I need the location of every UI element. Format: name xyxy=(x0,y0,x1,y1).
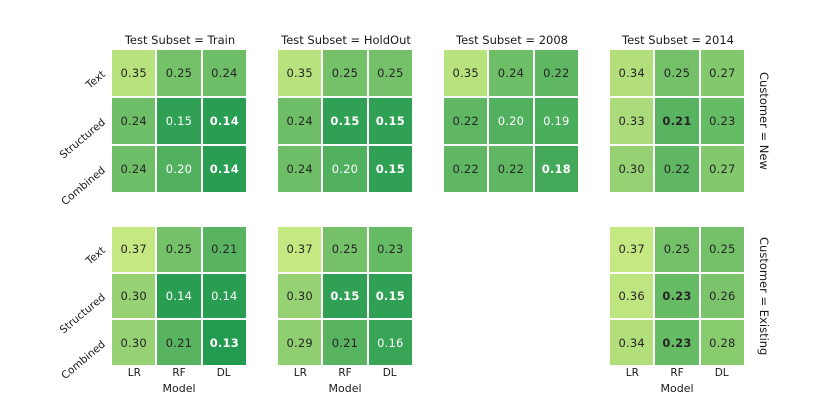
facet-title-2014: Test Subset = 2014 xyxy=(622,33,734,47)
heatmap-cell: 0.25 xyxy=(655,227,699,272)
heatmap-cell: 0.22 xyxy=(534,50,578,96)
xticks-col-train: LR RF DL xyxy=(112,367,246,379)
heatmap-cell: 0.35 xyxy=(444,50,488,96)
heatmap-cell: 0.21 xyxy=(655,98,699,144)
heatmap-cell: 0.30 xyxy=(112,273,156,319)
xaxis-label-train: Model xyxy=(162,382,196,395)
heatmap-cell: 0.16 xyxy=(368,320,412,365)
xtick-dl: DL xyxy=(216,367,231,379)
heatmap-2014-new: 0.34 0.25 0.27 0.33 0.21 0.23 0.30 0.22 0.27 xyxy=(610,50,744,192)
xaxis-label-holdout: Model xyxy=(328,382,362,395)
heatmap-cell: 0.19 xyxy=(534,98,578,144)
xtick-dl: DL xyxy=(382,367,397,379)
heatmap-cell: 0.22 xyxy=(444,146,488,192)
xtick-lr: LR xyxy=(293,367,307,379)
heatmap-cell: 0.15 xyxy=(157,98,201,144)
heatmap-cell: 0.30 xyxy=(610,146,654,192)
xtick-rf: RF xyxy=(338,367,352,379)
heatmap-cell: 0.22 xyxy=(655,146,699,192)
xticks-col-holdout: LR RF DL xyxy=(278,367,412,379)
heatmap-cell: 0.22 xyxy=(444,98,488,144)
heatmap-cell: 0.22 xyxy=(489,146,533,192)
xticks-col-2014: LR RF DL xyxy=(610,367,744,379)
heatmap-cell: 0.24 xyxy=(489,50,533,96)
heatmap-cell: 0.14 xyxy=(157,273,201,319)
heatmap-cell: 0.25 xyxy=(323,50,367,96)
heatmap-cell: 0.23 xyxy=(700,98,744,144)
heatmap-cell: 0.29 xyxy=(278,320,322,365)
heatmap-cell: 0.21 xyxy=(202,227,246,272)
heatmap-cell: 0.25 xyxy=(700,227,744,272)
heatmap-holdout-new: 0.35 0.25 0.25 0.24 0.15 0.15 0.24 0.20 0.15 xyxy=(278,50,412,192)
heatmap-cell: 0.30 xyxy=(278,273,322,319)
xtick-lr: LR xyxy=(625,367,639,379)
heatmap-2014-existing: 0.37 0.25 0.25 0.36 0.23 0.26 0.34 0.23 0.28 xyxy=(610,227,744,365)
row-title-customer-existing: Customer = Existing xyxy=(757,236,771,356)
heatmap-cell: 0.20 xyxy=(489,98,533,144)
heatmap-cell: 0.37 xyxy=(112,227,156,272)
xtick-lr: LR xyxy=(127,367,141,379)
heatmap-cell: 0.15 xyxy=(323,98,367,144)
heatmap-cell: 0.15 xyxy=(368,98,412,144)
heatmap-cell: 0.27 xyxy=(700,50,744,96)
heatmap-cell: 0.35 xyxy=(278,50,322,96)
heatmap-holdout-existing: 0.37 0.25 0.23 0.30 0.15 0.15 0.29 0.21 0.16 xyxy=(278,227,412,365)
heatmap-cell: 0.26 xyxy=(700,273,744,319)
heatmap-cell: 0.37 xyxy=(278,227,322,272)
heatmap-cell: 0.35 xyxy=(112,50,156,96)
heatmap-cell: 0.24 xyxy=(278,98,322,144)
heatmap-cell: 0.20 xyxy=(157,146,201,192)
heatmap-train-new: 0.35 0.25 0.24 0.24 0.15 0.14 0.24 0.20 0.14 xyxy=(112,50,246,192)
facet-title-2008: Test Subset = 2008 xyxy=(456,33,568,47)
heatmap-cell: 0.24 xyxy=(112,98,156,144)
heatmap-cell: 0.14 xyxy=(202,146,246,192)
heatmap-cell: 0.27 xyxy=(700,146,744,192)
heatmap-cell: 0.34 xyxy=(610,320,654,365)
xaxis-label-2014: Model xyxy=(660,382,694,395)
heatmap-cell: 0.37 xyxy=(610,227,654,272)
heatmap-cell: 0.36 xyxy=(610,273,654,319)
heatmap-cell: 0.23 xyxy=(655,320,699,365)
heatmap-cell: 0.13 xyxy=(202,320,246,365)
heatmap-cell: 0.25 xyxy=(157,50,201,96)
heatmap-cell: 0.15 xyxy=(368,146,412,192)
heatmap-cell: 0.23 xyxy=(368,227,412,272)
heatmap-cell: 0.14 xyxy=(202,273,246,319)
facet-title-holdout: Test Subset = HoldOut xyxy=(281,33,411,47)
facet-title-train: Test Subset = Train xyxy=(124,33,236,47)
heatmap-cell: 0.30 xyxy=(112,320,156,365)
heatmap-cell: 0.24 xyxy=(112,146,156,192)
heatmap-2008-new: 0.35 0.24 0.22 0.22 0.20 0.19 0.22 0.22 0.18 xyxy=(444,50,578,192)
heatmap-cell: 0.20 xyxy=(323,146,367,192)
heatmap-cell: 0.21 xyxy=(157,320,201,365)
heatmap-train-existing: 0.37 0.25 0.21 0.30 0.14 0.14 0.30 0.21 0.13 xyxy=(112,227,246,365)
heatmap-cell: 0.23 xyxy=(655,273,699,319)
heatmap-cell: 0.21 xyxy=(323,320,367,365)
heatmap-cell: 0.25 xyxy=(323,227,367,272)
heatmap-cell: 0.14 xyxy=(202,98,246,144)
heatmap-cell: 0.25 xyxy=(157,227,201,272)
heatmap-cell: 0.15 xyxy=(323,273,367,319)
xtick-rf: RF xyxy=(670,367,684,379)
heatmap-cell: 0.15 xyxy=(368,273,412,319)
heatmap-cell: 0.28 xyxy=(700,320,744,365)
heatmap-cell: 0.18 xyxy=(534,146,578,192)
heatmap-cell: 0.24 xyxy=(278,146,322,192)
heatmap-cell: 0.25 xyxy=(655,50,699,96)
heatmap-cell: 0.24 xyxy=(202,50,246,96)
xtick-dl: DL xyxy=(714,367,729,379)
heatmap-cell: 0.25 xyxy=(368,50,412,96)
xtick-rf: RF xyxy=(172,367,186,379)
heatmap-cell: 0.34 xyxy=(610,50,654,96)
heatmap-cell: 0.33 xyxy=(610,98,654,144)
row-title-customer-new: Customer = New xyxy=(757,72,771,170)
